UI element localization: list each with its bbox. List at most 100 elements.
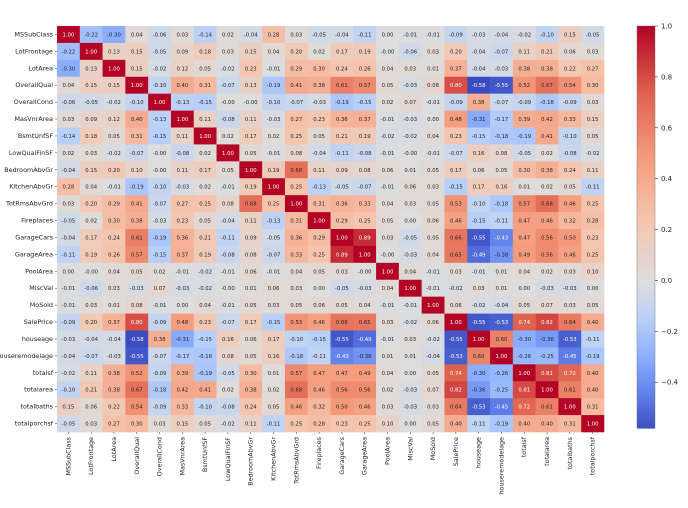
cell-value-label: -0.01 [381, 337, 395, 343]
heatmap-cell [353, 229, 377, 247]
heatmap-cell [444, 161, 468, 179]
cell-value-label: 0.49 [359, 371, 371, 377]
cell-value-label: 0.64 [564, 320, 576, 326]
heatmap-cell [353, 178, 377, 196]
cell-value-label: -0.09 [153, 371, 167, 377]
heatmap-cell [490, 296, 514, 314]
heatmap-cell [490, 398, 514, 416]
heatmap-cell [239, 195, 263, 213]
heatmap-cell [444, 42, 468, 61]
cell-value-label: -0.15 [449, 185, 463, 191]
cell-value-label: 0.29 [290, 66, 302, 72]
heatmap-cell [535, 398, 559, 416]
heatmap-cell [376, 76, 400, 94]
cell-value-label: 0.09 [176, 49, 188, 55]
heatmap-cell [376, 313, 400, 331]
cell-value-label: -0.22 [62, 49, 76, 55]
cell-value-label: -0.09 [449, 100, 463, 106]
heatmap-cell [353, 76, 377, 94]
cell-value-label: -0.07 [449, 151, 463, 157]
cell-value-label: 0.16 [473, 151, 485, 157]
cell-value-label: -0.19 [517, 134, 531, 140]
cell-value-label: 0.67 [131, 388, 143, 394]
cell-value-label: -0.03 [540, 286, 554, 292]
heatmap-cell [148, 178, 172, 196]
colorbar-segment [637, 330, 655, 335]
heatmap-cell [102, 195, 126, 213]
colorbar-segment [637, 36, 655, 40]
cell-value-label: 0.56 [541, 235, 553, 241]
heatmap-cell [398, 330, 422, 348]
heatmap-cell [558, 262, 582, 281]
cell-value-label: 0.06 [245, 269, 257, 275]
cell-value-label: 0.00 [404, 422, 416, 428]
cell-value-label: 1.00 [564, 405, 576, 411]
cell-value-label: 0.04 [199, 303, 211, 309]
heatmap-cell [444, 144, 468, 162]
heatmap-cell [330, 195, 354, 213]
heatmap-cell [535, 127, 559, 145]
cell-value-label: 1.00 [108, 66, 120, 72]
colorbar-segment [637, 290, 655, 295]
heatmap-cell [79, 178, 103, 196]
cell-value-label: -0.09 [62, 320, 76, 326]
heatmap-cell [330, 262, 354, 281]
cell-value-label: 0.08 [222, 354, 234, 360]
cell-value-label: -0.03 [403, 388, 417, 394]
heatmap-cell [376, 381, 400, 399]
heatmap-cell [125, 398, 149, 416]
cell-value-label: 0.29 [336, 219, 348, 225]
heatmap-cell [421, 313, 445, 331]
cell-value-label: -0.07 [84, 354, 98, 360]
heatmap-cell [398, 313, 422, 331]
cell-value-label: -0.15 [312, 337, 326, 343]
cell-value-label: 0.16 [222, 337, 234, 343]
heatmap-cell [330, 93, 354, 111]
cell-value-label: -0.04 [472, 66, 486, 72]
heatmap-cell [148, 195, 172, 213]
cell-value-label: 0.25 [268, 202, 280, 208]
heatmap-cell [581, 195, 605, 213]
cell-value-label: 0.41 [541, 134, 553, 140]
cell-value-label: 0.40 [587, 388, 599, 394]
cell-value-label: 0.68 [290, 168, 302, 174]
heatmap-cell [467, 347, 491, 365]
heatmap-cell [558, 279, 582, 297]
cell-value-label: 0.72 [564, 371, 576, 377]
heatmap-cell [170, 330, 195, 348]
row-tick-label: SalePrice [24, 318, 53, 326]
cell-value-label: 0.03 [473, 286, 485, 292]
cell-value-label: -0.01 [426, 269, 440, 275]
heatmap-cell [581, 229, 605, 247]
column-tick-label: KitchenAbvGr [270, 437, 278, 481]
heatmap-cell [216, 127, 240, 145]
heatmap-cell [307, 161, 331, 179]
cell-value-label: -0.02 [221, 422, 235, 428]
heatmap-cell [262, 262, 286, 281]
cell-value-label: 0.01 [245, 286, 257, 292]
heatmap-cell [353, 279, 377, 297]
cell-value-label: 0.06 [268, 286, 280, 292]
cell-value-label: -0.02 [221, 66, 235, 72]
colorbar-segment [637, 391, 655, 396]
heatmap-cell [170, 245, 195, 264]
colorbar-segment [637, 374, 655, 379]
heatmap-cell [398, 245, 422, 264]
heatmap-cell [148, 347, 172, 365]
heatmap-cell [512, 330, 536, 348]
heatmap-cell [57, 364, 81, 382]
heatmap-cell [558, 330, 582, 348]
heatmap-cell [581, 42, 605, 61]
cell-value-label: -0.11 [495, 219, 509, 225]
heatmap-cell [330, 229, 354, 247]
heatmap-cell [512, 347, 536, 365]
cell-value-label: 0.03 [587, 49, 599, 55]
cell-value-label: -0.15 [358, 100, 372, 106]
cell-value-label: -0.02 [107, 151, 121, 157]
cell-value-label: 0.33 [290, 252, 302, 258]
colorbar-segment [637, 320, 655, 325]
heatmap-cell [262, 110, 286, 128]
heatmap-cell [216, 26, 240, 44]
cell-value-label: -0.03 [403, 405, 417, 411]
